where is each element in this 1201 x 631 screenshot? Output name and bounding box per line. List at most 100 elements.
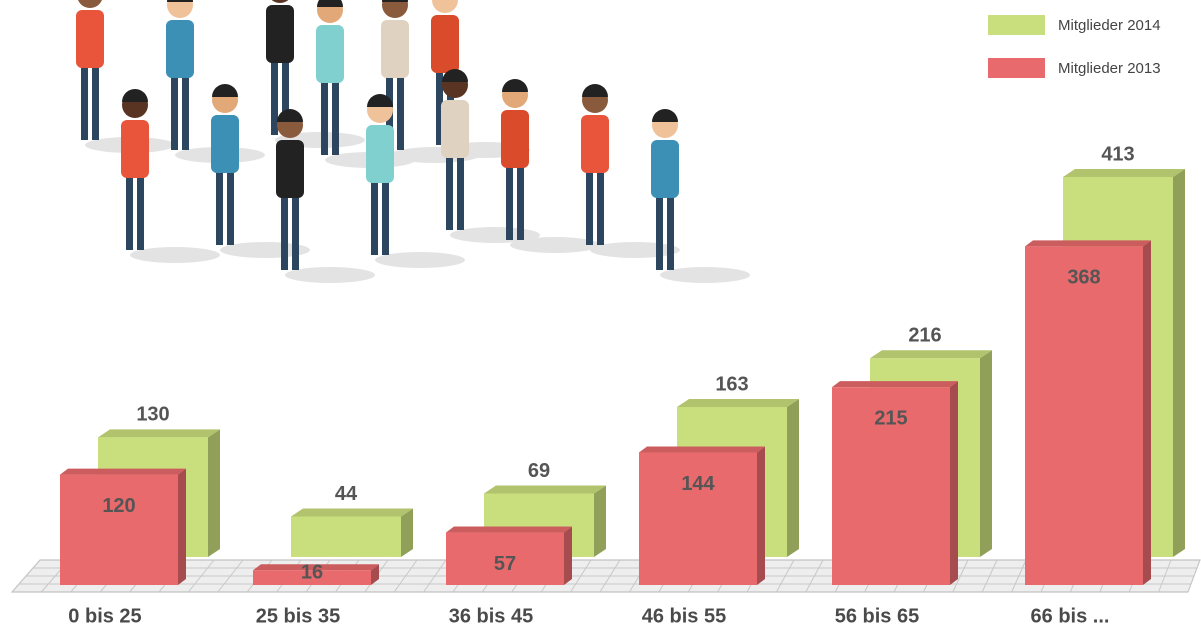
- torso: [76, 10, 104, 68]
- value-label: 216: [908, 325, 941, 347]
- leg: [292, 195, 299, 270]
- x-tick-label: 46 bis 55: [642, 605, 727, 626]
- leg: [126, 175, 133, 250]
- leg: [216, 170, 223, 245]
- bar-side: [178, 469, 186, 585]
- bar-side: [564, 527, 572, 585]
- bar-side: [594, 486, 606, 557]
- leg: [397, 75, 404, 150]
- bar-top: [446, 527, 572, 533]
- torso: [431, 15, 459, 73]
- leg: [321, 80, 328, 155]
- torso: [651, 140, 679, 198]
- head: [77, 0, 103, 8]
- hair: [582, 84, 608, 97]
- leg: [371, 180, 378, 255]
- leg: [586, 170, 593, 245]
- bar-top: [870, 350, 992, 358]
- value-label: 120: [102, 495, 135, 517]
- bar-side: [401, 509, 413, 557]
- legend-swatch: [988, 58, 1045, 78]
- leg: [281, 195, 288, 270]
- leg: [92, 65, 99, 140]
- bar-side: [208, 429, 220, 557]
- hair: [317, 0, 343, 7]
- hair: [277, 109, 303, 122]
- bar-top: [639, 447, 765, 453]
- bar-side: [1143, 240, 1151, 585]
- chart: 130 44 69 163 216 413 120 16 57 144 215 368 0 bis 25…: [0, 0, 1201, 626]
- leg: [137, 175, 144, 250]
- torso: [441, 100, 469, 158]
- leg: [517, 165, 524, 240]
- value-label: 16: [301, 561, 323, 583]
- bar-side: [757, 447, 765, 585]
- leg: [667, 195, 674, 270]
- head: [382, 0, 408, 18]
- bar-side: [787, 399, 799, 557]
- legend: Mitglieder 2014 Mitglieder 2013: [988, 15, 1161, 78]
- head: [267, 0, 293, 3]
- value-label: 69: [528, 460, 550, 482]
- bar-top: [60, 469, 186, 475]
- hair: [502, 79, 528, 92]
- bar: [1025, 246, 1143, 585]
- torso: [266, 5, 294, 63]
- bar-top: [832, 381, 958, 387]
- leg: [656, 195, 663, 270]
- value-label: 368: [1067, 267, 1100, 289]
- value-label: 215: [874, 407, 907, 429]
- x-tick-label: 0 bis 25: [68, 605, 141, 626]
- legend-label: Mitglieder 2013: [1058, 60, 1161, 77]
- torso: [581, 115, 609, 173]
- x-tick-label: 36 bis 45: [449, 605, 534, 626]
- torso: [381, 20, 409, 78]
- head: [432, 0, 458, 13]
- bar-top: [1025, 240, 1151, 246]
- leg: [227, 170, 234, 245]
- head: [167, 0, 193, 18]
- hair: [382, 0, 408, 2]
- x-tick-label: 66 bis ...: [1031, 605, 1110, 626]
- value-label: 44: [335, 483, 358, 505]
- torso: [316, 25, 344, 83]
- bar-side: [950, 381, 958, 585]
- torso: [211, 115, 239, 173]
- bar: [291, 517, 401, 557]
- illustration: [76, 0, 750, 283]
- hair: [122, 89, 148, 102]
- x-tick-label: 56 bis 65: [835, 605, 920, 626]
- x-tick-label: 25 bis 35: [256, 605, 341, 626]
- torso: [501, 110, 529, 168]
- torso: [366, 125, 394, 183]
- hair: [167, 0, 193, 2]
- legend-swatch: [988, 15, 1045, 35]
- leg: [171, 75, 178, 150]
- value-label: 144: [681, 473, 715, 495]
- value-label: 130: [136, 404, 169, 426]
- torso: [121, 120, 149, 178]
- bar-top: [677, 399, 799, 407]
- hair: [652, 109, 678, 122]
- bar-top: [484, 486, 606, 494]
- legend-label: Mitglieder 2014: [1058, 17, 1161, 34]
- value-label: 163: [715, 373, 748, 395]
- value-label: 57: [494, 553, 516, 575]
- leg: [271, 60, 278, 135]
- bar-top: [98, 429, 220, 437]
- leg: [446, 155, 453, 230]
- hair: [212, 84, 238, 97]
- leg: [457, 155, 464, 230]
- leg: [81, 65, 88, 140]
- bar-top: [291, 509, 413, 517]
- bar-top: [1063, 169, 1185, 177]
- value-label: 413: [1101, 143, 1134, 165]
- leg: [506, 165, 513, 240]
- leg: [182, 75, 189, 150]
- torso: [166, 20, 194, 78]
- page: 130 44 69 163 216 413 120 16 57 144 215 368 0 bis 25…: [0, 0, 1201, 626]
- leg: [332, 80, 339, 155]
- bar-side: [980, 350, 992, 557]
- leg: [382, 180, 389, 255]
- torso: [276, 140, 304, 198]
